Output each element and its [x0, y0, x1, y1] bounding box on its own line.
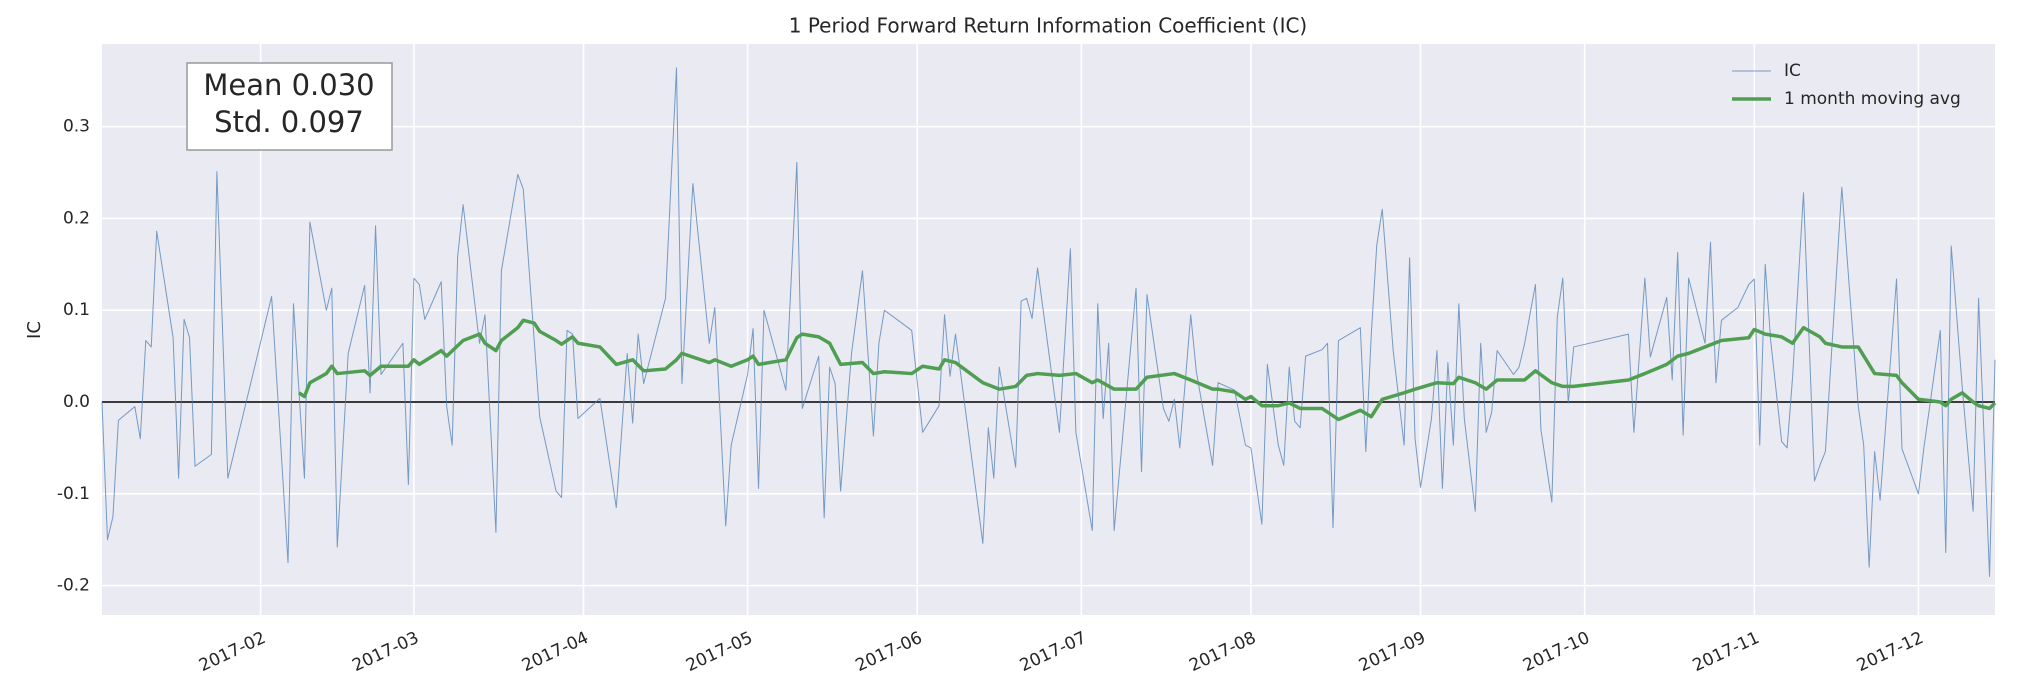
x-tick-label: 2017-09: [1356, 628, 1429, 676]
x-tick-label: 2017-05: [683, 628, 756, 676]
y-tick-label: -0.1: [57, 484, 90, 504]
annotation-box: [186, 62, 393, 151]
x-tick-label: 2017-12: [1854, 628, 1927, 676]
y-tick-label: 0.2: [63, 208, 90, 228]
annotation-std: Std. 0.097: [214, 105, 364, 139]
x-tick-label: 2017-06: [853, 628, 926, 676]
y-tick-label: -0.2: [57, 576, 90, 596]
series-line: [297, 318, 1997, 422]
y-tick-label: 0.0: [63, 392, 90, 412]
y-tick-label: 0.3: [63, 117, 90, 137]
annotation-mean: Mean 0.030: [203, 68, 374, 102]
legend-label: 1 month moving avg: [1784, 89, 1961, 109]
x-tick-label: 2017-11: [1690, 628, 1763, 676]
x-tick-label: 2017-02: [196, 628, 269, 676]
x-tick-label: 2017-08: [1186, 628, 1259, 676]
x-tick-label: 2017-03: [349, 628, 422, 676]
chart-title: 1 Period Forward Return Information Coef…: [789, 14, 1308, 38]
series-line: [101, 67, 1996, 577]
y-axis-label: IC: [24, 321, 45, 339]
x-tick-label: 2017-04: [519, 628, 592, 676]
y-tick-label: 0.1: [63, 300, 90, 320]
x-tick-label: 2017-10: [1520, 628, 1593, 676]
x-tick-label: 2017-07: [1017, 628, 1090, 676]
legend: IC 1 month moving avg: [1732, 61, 1961, 109]
marks: [101, 67, 1997, 577]
legend-label: IC: [1784, 61, 1801, 81]
